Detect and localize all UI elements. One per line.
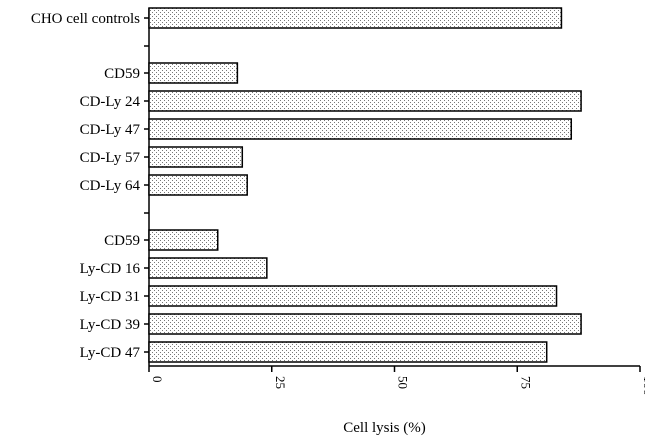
category-label: Ly-CD 16 [80,261,141,277]
x-tick-label: 25 [273,376,288,389]
bar [148,62,239,84]
bar [148,341,548,363]
category-label: CHO cell controls [31,11,140,27]
bar [148,7,563,29]
bar [148,285,558,307]
category-label: Ly-CD 39 [80,317,140,333]
category-label: CD-Ly 64 [80,178,141,194]
bar [148,118,573,140]
x-tick-label: 50 [396,376,411,389]
category-labels: CHO cell controls CD59 CD-Ly 24 CD-Ly 47 CD-… [31,11,141,361]
bar [148,90,582,112]
category-label: CD-Ly 57 [80,150,141,166]
bars [148,7,582,363]
x-axis-ticks: 0 25 50 75 100 [148,366,645,396]
x-axis-title: Cell lysis (%) [343,420,426,436]
category-label: CD59 [104,233,140,249]
category-label: CD59 [104,66,140,82]
x-tick-label: 100 [641,376,645,396]
category-label: Ly-CD 31 [80,289,140,305]
bar [148,257,268,279]
bar [148,229,219,251]
bar [148,146,244,168]
bar [148,313,582,335]
x-tick-label: 75 [518,376,533,389]
category-label: CD-Ly 24 [80,94,141,110]
category-label: CD-Ly 47 [80,122,141,138]
x-tick-label: 0 [150,376,165,383]
bar [148,174,248,196]
category-label: Ly-CD 47 [80,345,141,361]
